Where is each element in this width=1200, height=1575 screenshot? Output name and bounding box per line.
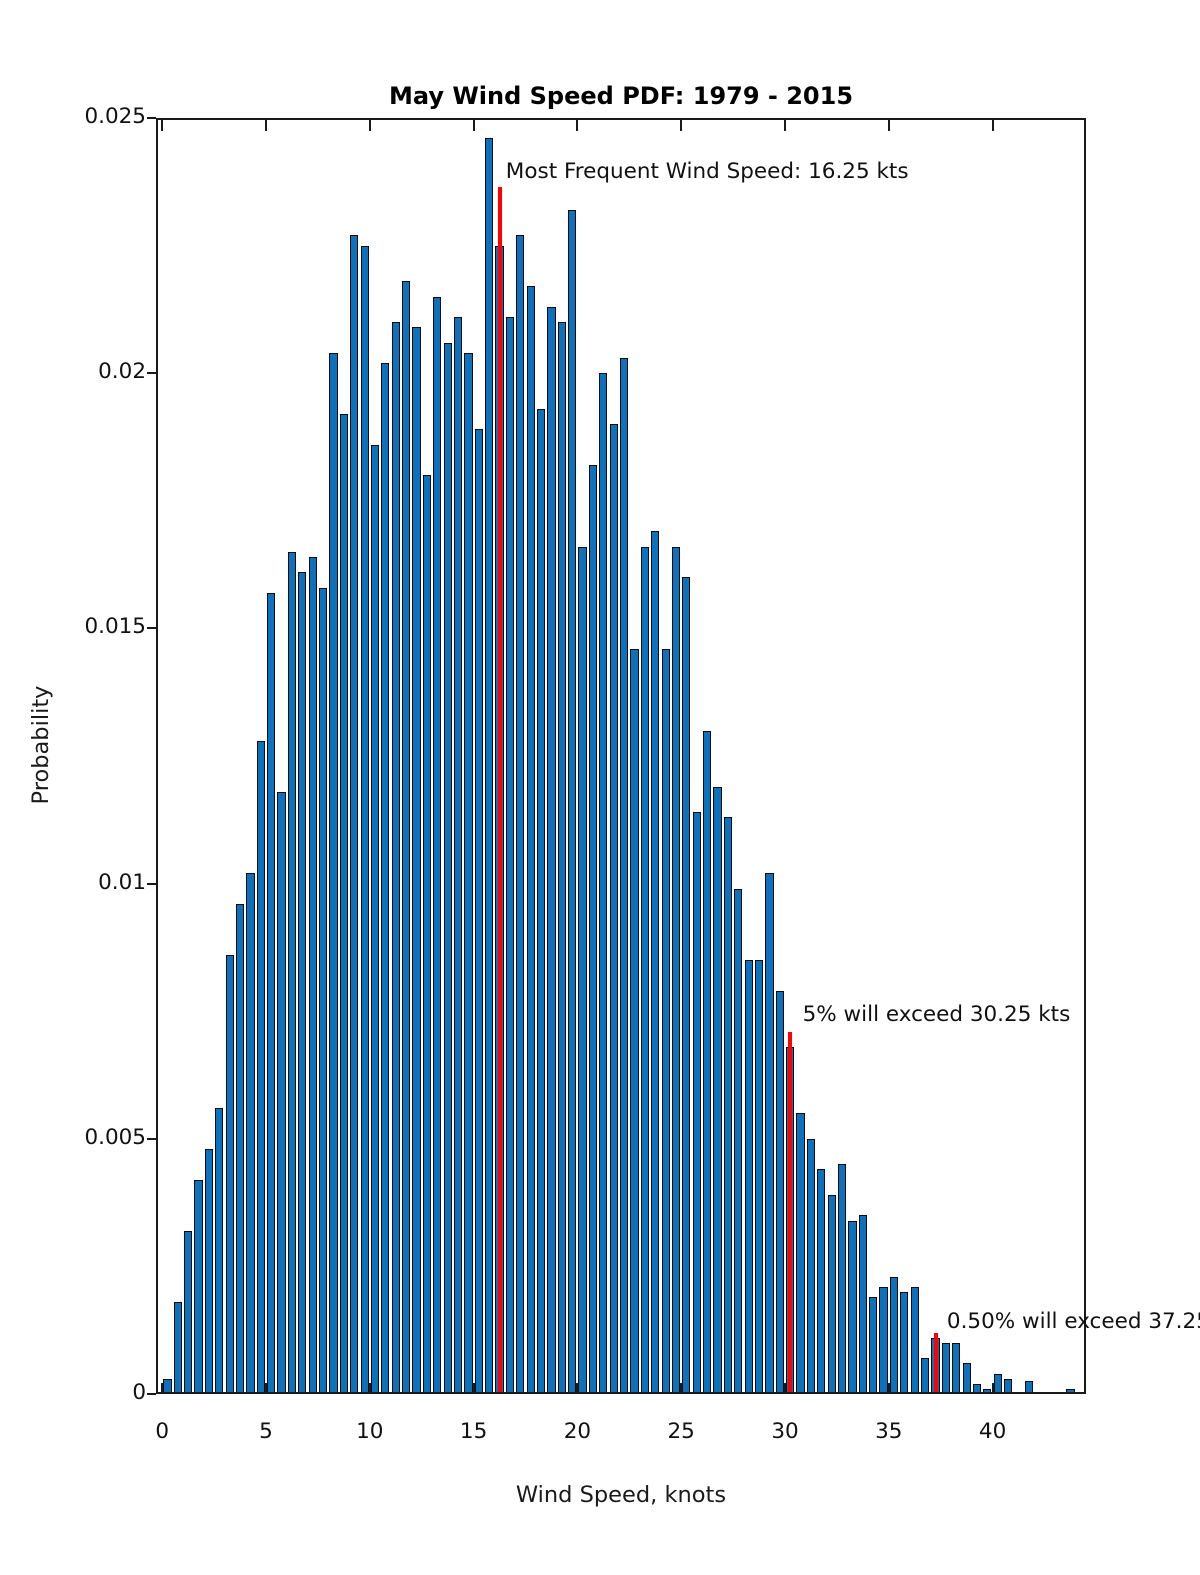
- y-tick-label: 0: [132, 1380, 146, 1405]
- x-axis-label: Wind Speed, knots: [515, 1482, 727, 1508]
- annotation-label: 5% will exceed 30.25 kts: [802, 1002, 1071, 1027]
- x-axis-tick: [887, 1383, 890, 1394]
- y-tick-label: 0.005: [84, 1124, 146, 1150]
- x-axis-top-tick: [368, 118, 371, 131]
- annotation-line: [788, 1031, 793, 1394]
- x-tick-label: 10: [356, 1419, 384, 1444]
- y-axis-tick: [147, 372, 156, 375]
- y-axis-tick: [147, 1393, 156, 1395]
- x-axis-top-tick: [680, 118, 683, 131]
- y-tick-label: 0.025: [84, 104, 146, 129]
- x-axis-tick: [472, 1383, 475, 1394]
- x-axis-top-tick: [576, 118, 579, 131]
- plot-area: [156, 118, 1086, 1394]
- x-axis-top-tick: [161, 118, 164, 131]
- x-tick-label: 5: [259, 1419, 273, 1444]
- x-axis-tick: [784, 1383, 786, 1394]
- x-axis-tick: [265, 1383, 267, 1394]
- x-axis-tick: [368, 1383, 371, 1394]
- annotation-line: [933, 1332, 938, 1394]
- x-axis-tick: [991, 1383, 994, 1394]
- x-axis-top-tick: [784, 118, 786, 131]
- x-axis-tick: [161, 1383, 164, 1394]
- annotation-label: 0.50% will exceed 37.25: [946, 1308, 1200, 1334]
- x-tick-label: 30: [771, 1419, 799, 1444]
- y-axis-tick: [147, 1137, 156, 1140]
- x-axis-top-tick: [472, 118, 475, 131]
- y-axis-tick: [147, 882, 156, 885]
- y-axis-tick: [147, 627, 156, 630]
- y-tick-label: 0.015: [84, 614, 146, 640]
- y-tick-label: 0.02: [98, 359, 146, 385]
- axes-frame: [156, 118, 1086, 1394]
- annotation-line: [497, 186, 502, 1394]
- x-axis-tick: [576, 1383, 579, 1394]
- y-axis-label: Probability: [28, 685, 54, 805]
- x-axis-top-tick: [991, 118, 994, 131]
- x-tick-label: 20: [563, 1419, 592, 1444]
- x-tick-label: 40: [978, 1419, 1007, 1444]
- x-tick-label: 15: [459, 1419, 488, 1444]
- x-tick-label: 35: [875, 1419, 903, 1444]
- x-axis-tick: [680, 1383, 683, 1394]
- annotation-label: Most Frequent Wind Speed: 16.25 kts: [505, 158, 909, 184]
- chart-title: May Wind Speed PDF: 1979 - 2015: [388, 82, 854, 110]
- x-axis-top-tick: [265, 118, 267, 131]
- y-tick-label: 0.01: [98, 869, 146, 895]
- x-tick-label: 0: [155, 1419, 170, 1444]
- x-tick-label: 25: [667, 1419, 695, 1444]
- y-axis-tick: [147, 117, 156, 119]
- x-axis-top-tick: [887, 118, 890, 131]
